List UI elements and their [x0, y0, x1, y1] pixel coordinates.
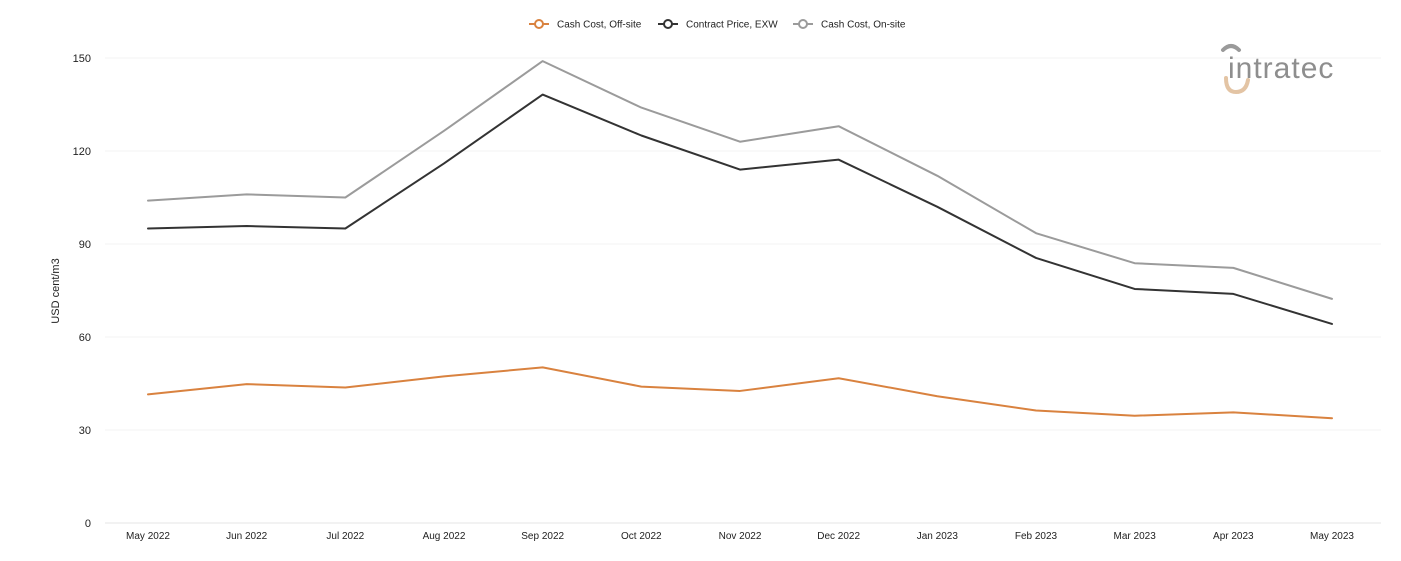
x-tick-label: Apr 2023: [1213, 531, 1254, 542]
intratec-logo-icon: [1221, 44, 1250, 95]
x-tick-label: Oct 2022: [621, 531, 662, 542]
x-axis-ticks: May 2022 Jun 2022 Jul 2022 Aug 2022 Sep 2022…: [126, 531, 1354, 542]
legend-label: Cash Cost, Off-site: [557, 20, 642, 31]
legend-label: Contract Price, EXW: [686, 20, 778, 31]
x-tick-label: Mar 2023: [1114, 531, 1157, 542]
legend-item: Cash Cost, On-site: [793, 19, 906, 31]
gridlines: [105, 57, 1381, 524]
x-tick-label: Aug 2022: [423, 531, 466, 542]
series-line-cash-cost-on-site: [147, 60, 1333, 300]
legend-item: Contract Price, EXW: [658, 19, 778, 31]
series-line-contract-price-exw: [147, 93, 1333, 325]
legend: Cash Cost, Off-site Contract Price, EXW Ca…: [529, 19, 906, 31]
intratec-logo: intratec: [1221, 44, 1334, 95]
x-tick-label: Sep 2022: [521, 531, 564, 542]
legend-item: Cash Cost, Off-site: [529, 19, 642, 31]
legend-marker: [798, 19, 808, 29]
x-tick-label: Feb 2023: [1015, 531, 1058, 542]
series-lines: [147, 60, 1333, 420]
logo-text: intratec: [1228, 52, 1334, 85]
legend-label: Cash Cost, On-site: [821, 20, 906, 31]
y-tick-label: 90: [79, 239, 91, 251]
x-tick-label: Jun 2022: [226, 531, 268, 542]
x-tick-label: Dec 2022: [817, 531, 860, 542]
y-tick-label: 0: [85, 518, 91, 530]
x-tick-label: May 2023: [1310, 531, 1354, 542]
y-tick-label: 150: [73, 53, 91, 65]
series-line-cash-cost-off-site: [147, 366, 1333, 420]
x-tick-label: Nov 2022: [719, 531, 762, 542]
y-axis-title: USD cent/m3: [50, 258, 62, 323]
y-tick-label: 60: [79, 332, 91, 344]
x-tick-label: May 2022: [126, 531, 170, 542]
y-tick-label: 120: [73, 146, 91, 158]
legend-marker: [663, 19, 673, 29]
x-tick-label: Jan 2023: [917, 531, 959, 542]
y-tick-label: 30: [79, 425, 91, 437]
y-axis-ticks: 0 30 60 90 120 150: [73, 53, 91, 530]
legend-marker: [534, 19, 544, 29]
x-tick-label: Jul 2022: [326, 531, 364, 542]
